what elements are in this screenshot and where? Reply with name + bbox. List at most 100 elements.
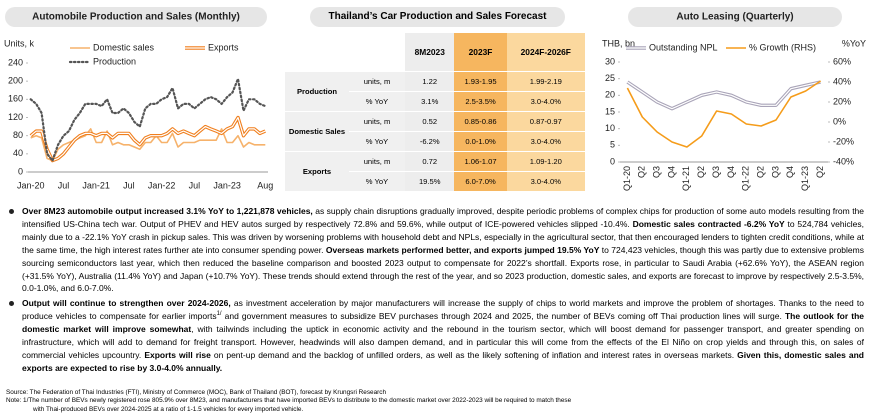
series-line <box>29 115 266 163</box>
x-tick-label: Jan-22 <box>148 180 176 190</box>
y-tick-label: 10 <box>605 123 615 133</box>
x-tick-label: Q1-23 <box>800 166 810 191</box>
text-run: Overseas markets performed better, and e… <box>325 244 600 255</box>
y2-tick-label: 60% <box>833 56 851 66</box>
series-line-inner <box>30 116 266 162</box>
metric-label: units, m <box>349 111 405 132</box>
x-tick-label: Jan-23 <box>213 180 241 190</box>
table-cell: 3.0-4.0% <box>506 131 585 152</box>
table-row: Domestic Sales units, m 0.52 0.85-0.86 0.87-… <box>285 111 585 152</box>
table-cell: -6.2% <box>405 131 455 152</box>
x-tick-label: Jan-21 <box>82 180 110 190</box>
x-tick-label: Q4 <box>785 166 795 178</box>
metric-label: units, m <box>349 71 405 92</box>
y2-tick-label: 40% <box>833 76 851 86</box>
x-tick-label: Q2 <box>815 166 825 178</box>
chart-title: Auto Leasing (Quarterly) <box>676 12 793 23</box>
text-run: to 724,423 vehicles, though this was par… <box>22 244 864 294</box>
metric-label: % YoY <box>349 131 405 152</box>
header-cell: 2024F-2026F <box>506 33 585 72</box>
table-cell: 6.0-7.0% <box>454 171 507 192</box>
production-chart: Automobile Production and Sales (Monthly… <box>4 7 273 190</box>
table-cell: 0.52 <box>405 111 455 132</box>
y-tick-label: 0 <box>18 166 23 176</box>
x-tick-label: Jul <box>58 180 70 190</box>
y-tick-label: 200 <box>8 76 23 86</box>
table-cell: 1.22 <box>405 71 455 92</box>
table-cell: 3.0-4.0% <box>506 91 585 112</box>
series-line-inner <box>627 81 821 110</box>
table-cell: 3.0-4.0% <box>506 171 585 192</box>
table-cell: 0.0-1.0% <box>454 131 507 152</box>
text-run: as investment acceleration by major manu… <box>22 298 864 322</box>
y-tick-label: 15 <box>605 106 615 116</box>
metric-label: units, m <box>349 151 405 172</box>
header-cell: 8M2023 <box>405 33 455 72</box>
chart-title: Automobile Production and Sales (Monthly… <box>32 12 240 23</box>
metric-label: % YoY <box>349 91 405 112</box>
y2-tick-label: 0% <box>833 116 846 126</box>
y-axis-label: Units, k <box>4 38 35 48</box>
y2-axis-label: %YoY <box>842 38 866 48</box>
y-axis-label: THB, bn <box>602 38 635 48</box>
table-row: % YoY 19.5% 6.0-7.0% 3.0-4.0% <box>285 171 585 192</box>
x-tick-label: Q1-22 <box>741 166 751 191</box>
x-tick-label: Q3 <box>770 166 780 178</box>
table-cell: 1.99-2.19 <box>506 71 585 92</box>
body-text: Over 8M23 automobile output increased 3.… <box>8 205 864 377</box>
x-tick-label: Q2 <box>756 166 766 178</box>
table-cell: 1.09-1.20 <box>506 151 585 172</box>
y-tick-label: 5 <box>610 140 615 150</box>
x-tick-label: Q1-21 <box>681 166 691 191</box>
y-tick-label: 120 <box>8 112 23 122</box>
group-label: Production <box>285 71 349 112</box>
table-row: % YoY -6.2% 0.0-1.0% 3.0-4.0% <box>285 131 585 152</box>
header-cell: 2023F <box>454 33 507 72</box>
text-run: The outlook for the domestic market will… <box>22 311 864 335</box>
forecast-table-panel: Thailand’s Car Production and Sales Fore… <box>285 0 590 192</box>
y2-tick-label: -40% <box>833 156 854 166</box>
table-cell: 0.85-0.86 <box>454 111 507 132</box>
metric-label: % YoY <box>349 171 405 192</box>
y-tick-label: 80 <box>13 130 23 140</box>
leasing-chart: Auto Leasing (Quarterly) THB, bn %YoY 0 5 10 1… <box>602 7 866 191</box>
x-tick-label: Q3 <box>652 166 662 178</box>
note: Note: 1/The number of BEVs newly registe… <box>6 397 572 405</box>
x-tick-label: Q2 <box>637 166 647 178</box>
paragraph: Output will continue to strengthen over … <box>8 297 864 374</box>
x-tick-label: Q4 <box>726 166 736 178</box>
x-tick-label: Jan-20 <box>17 180 45 190</box>
text-run: to 524,784 vehicles, mainly due to a -22… <box>22 218 864 255</box>
table-cell: 1.93-1.95 <box>454 71 507 92</box>
series-line <box>29 77 267 162</box>
x-tick-label: Q4 <box>666 166 676 178</box>
table-cell: 1.06-1.07 <box>454 151 507 172</box>
x-tick-label: Q1-20 <box>622 166 632 191</box>
text-run: , with tailwinds including the uptick in… <box>22 324 864 360</box>
x-tick-label: Q2 <box>696 166 706 178</box>
table-row: % YoY 3.1% 2.5-3.5% 3.0-4.0% <box>285 91 585 112</box>
text-run: Exports will rise <box>144 349 211 360</box>
legend-label: % Growth (RHS) <box>749 42 816 52</box>
legend-label: Domestic sales <box>93 42 155 52</box>
table-row: Production units, m 1.22 1.93-1.95 1.99-2.19 <box>285 71 585 112</box>
series-line <box>626 80 821 111</box>
table-title: Thailand’s Car Production and Sales Fore… <box>310 7 565 27</box>
title-pill <box>628 7 842 27</box>
text-run: 1/ <box>216 311 222 318</box>
group-label: Domestic Sales <box>285 111 349 152</box>
y-tick-label: 0 <box>610 156 615 166</box>
group-label: Exports <box>285 151 349 192</box>
series-line <box>30 128 266 162</box>
legend-label: Outstanding NPL <box>649 42 718 52</box>
table-cell: 0.72 <box>405 151 455 172</box>
footer: Source: The Federation of Thai Industrie… <box>6 389 571 414</box>
y-tick-label: 30 <box>605 56 615 66</box>
table-row: Exports units, m 0.72 1.06-1.07 1.09-1.20 <box>285 151 585 192</box>
table-cell: 0.87-0.97 <box>506 111 585 132</box>
header-row: 8M2023 2023F 2024F-2026F <box>285 33 585 72</box>
text-run: Output will continue to strengthen over … <box>22 298 231 309</box>
y-tick-label: 25 <box>605 73 615 83</box>
table-cell: 2.5-3.5% <box>454 91 507 112</box>
